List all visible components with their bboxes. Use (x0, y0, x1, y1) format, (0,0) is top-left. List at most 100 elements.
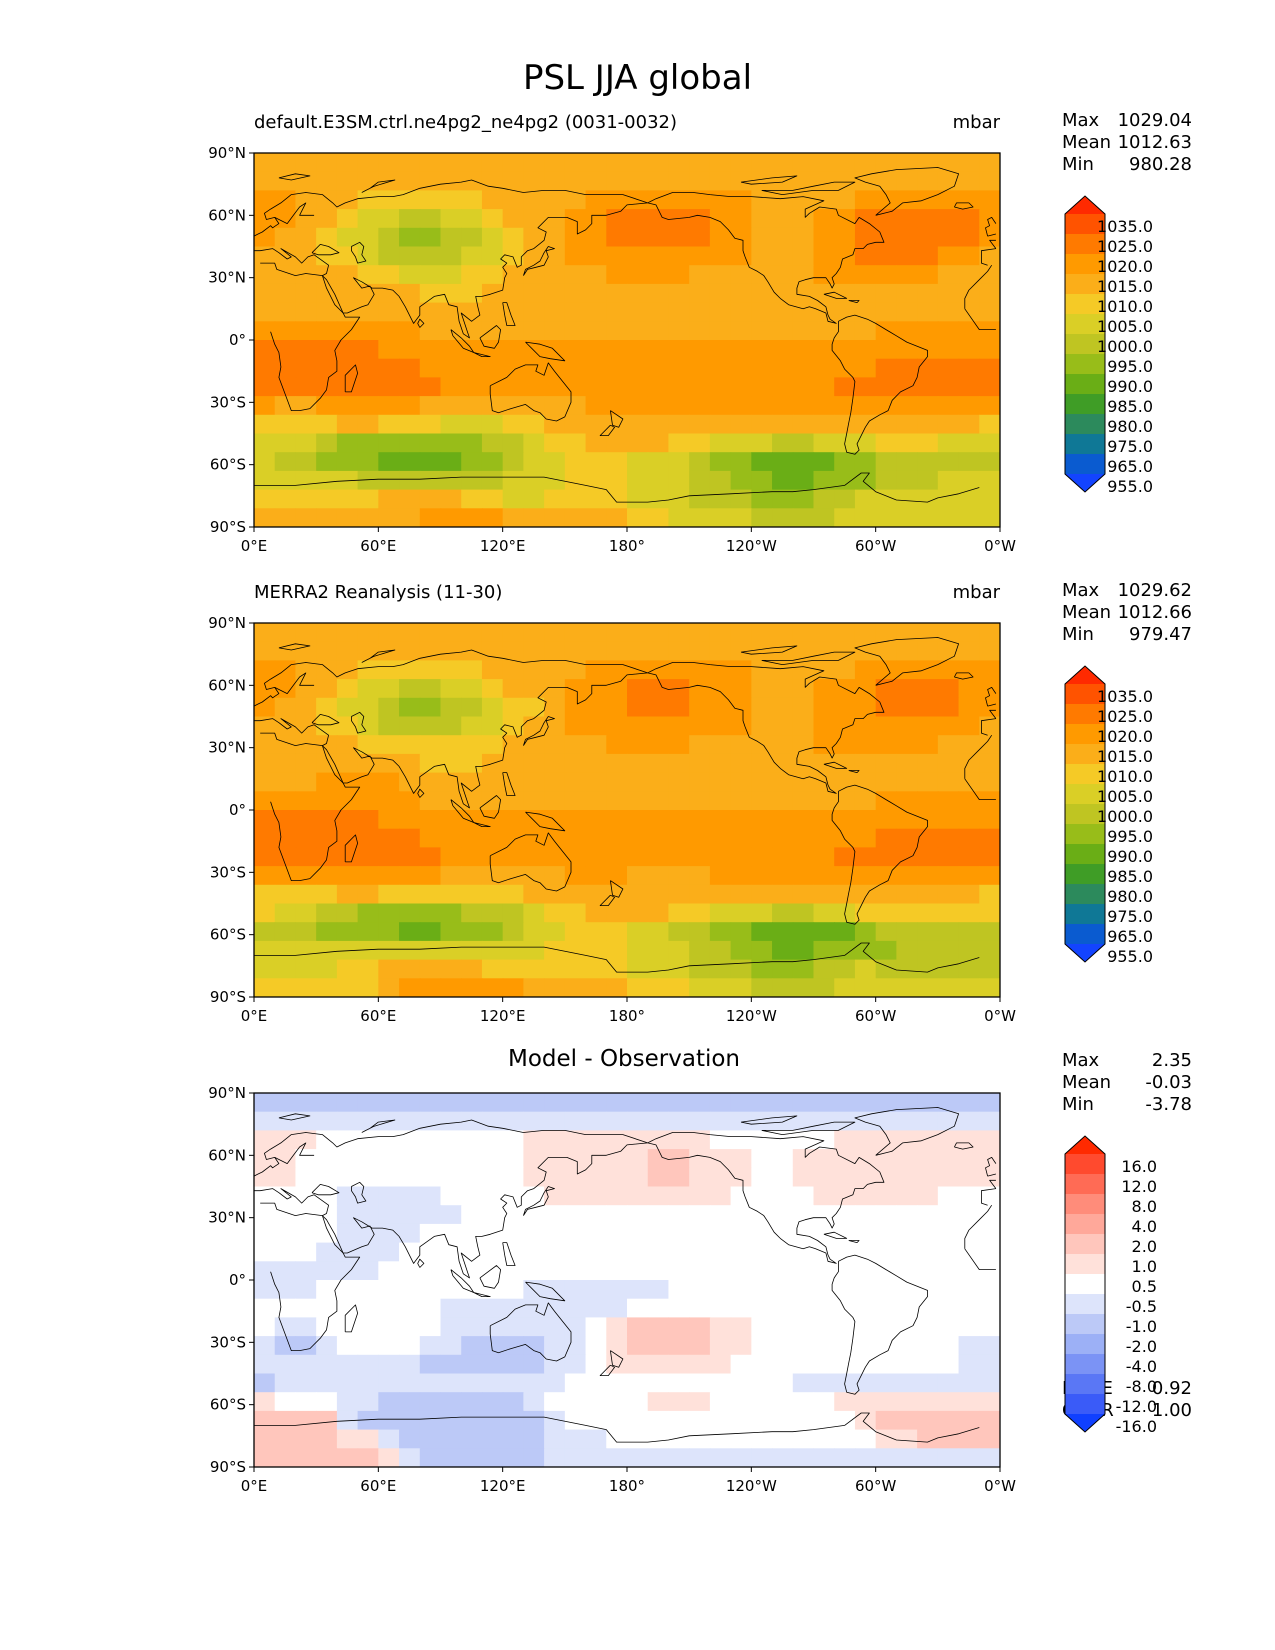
coastline (254, 942, 980, 973)
field-cell (627, 489, 649, 509)
field-cell (606, 508, 628, 527)
field-cell (627, 396, 649, 416)
field-cell (564, 791, 587, 811)
field-cell (668, 1373, 690, 1393)
field-cell (254, 414, 276, 435)
field-cell (668, 791, 690, 811)
field-cell (316, 1373, 338, 1393)
field-cell (792, 660, 815, 680)
field-cell (419, 1373, 442, 1393)
field-cell (689, 641, 711, 661)
field-cell (440, 1373, 462, 1393)
field-cell (854, 508, 877, 527)
field-cell (316, 1242, 338, 1262)
field-cell (316, 716, 338, 736)
field-cell (523, 489, 545, 509)
field-cell (709, 847, 732, 867)
field-cell (627, 753, 649, 774)
field-cell (461, 940, 483, 961)
panel-title: Model - Observation (507, 1046, 741, 1072)
field-cell (378, 153, 400, 173)
field-cell (751, 227, 773, 248)
field-cell (896, 716, 918, 736)
field-cell (585, 1373, 607, 1393)
coastline (599, 1364, 615, 1376)
field-cell (751, 1167, 773, 1188)
field-cell (958, 1317, 980, 1337)
x-tick-label: 60°W (855, 1007, 897, 1025)
field-cell (481, 922, 504, 942)
field-cell (627, 1205, 649, 1225)
field-cell (481, 227, 504, 248)
field-cell (979, 227, 1000, 248)
y-tick-label: 0° (229, 801, 246, 819)
field-cell (772, 753, 794, 774)
field-cell (854, 641, 877, 661)
field-cell (606, 414, 628, 435)
field-cell (958, 1242, 980, 1262)
field-cell (461, 1317, 483, 1337)
field-cell (585, 1093, 607, 1113)
field-cell (792, 1093, 815, 1113)
field-cell (647, 433, 670, 453)
field-cell (254, 377, 276, 397)
field-cell (751, 716, 773, 736)
field-cell (399, 1186, 421, 1206)
colorbar-segment (1065, 864, 1105, 885)
field-cell (606, 623, 628, 643)
field-cell (979, 1410, 1000, 1431)
field-cell (295, 321, 317, 341)
y-tick-label: 60°N (208, 206, 246, 224)
y-tick-label: 90°S (210, 988, 246, 1006)
stat-mean: 1012.63 (1117, 132, 1192, 153)
field-cell (772, 623, 794, 643)
coastline (254, 472, 980, 503)
field-cell (336, 321, 359, 341)
coastline (479, 325, 501, 349)
field-cell (772, 1392, 794, 1412)
field-cell (254, 1205, 276, 1225)
field-cell (689, 246, 711, 266)
field-cell (357, 1167, 379, 1188)
field-cell (979, 470, 1000, 491)
coastline (985, 687, 997, 707)
field-cell (523, 1167, 545, 1188)
field-cell (585, 433, 607, 453)
field-cell (854, 227, 877, 248)
field-cell (647, 791, 670, 811)
field-cell (295, 772, 317, 792)
field-cell (336, 209, 359, 229)
field-cell (875, 660, 897, 680)
field-cell (316, 735, 338, 755)
field-cell (254, 772, 276, 792)
field-cell (606, 1167, 628, 1188)
field-cell (399, 1410, 421, 1431)
field-cell (751, 903, 773, 923)
field-cell (813, 190, 835, 210)
field-cell (792, 903, 815, 923)
field-cell (461, 866, 483, 886)
field-cell (709, 1336, 732, 1356)
field-cell (792, 1205, 815, 1225)
field-cell (440, 753, 462, 774)
field-cell (357, 828, 379, 848)
field-cell (440, 697, 462, 718)
field-cell (336, 190, 359, 210)
field-cell (854, 623, 877, 643)
field-cell (399, 1111, 421, 1131)
field-cell (316, 1205, 338, 1225)
field-cell (274, 847, 297, 867)
field-cell (730, 1317, 752, 1337)
field-cell (440, 1093, 462, 1113)
field-cell (564, 903, 587, 923)
field-cell (274, 1093, 297, 1113)
field-cell (730, 866, 752, 886)
field-cell (274, 265, 297, 285)
field-cell (917, 772, 939, 792)
field-cell (378, 1093, 400, 1113)
field-cell (523, 227, 545, 248)
field-cell (709, 414, 732, 435)
field-cell (523, 508, 545, 527)
field-cell (751, 246, 773, 266)
field-cell (378, 1242, 400, 1262)
